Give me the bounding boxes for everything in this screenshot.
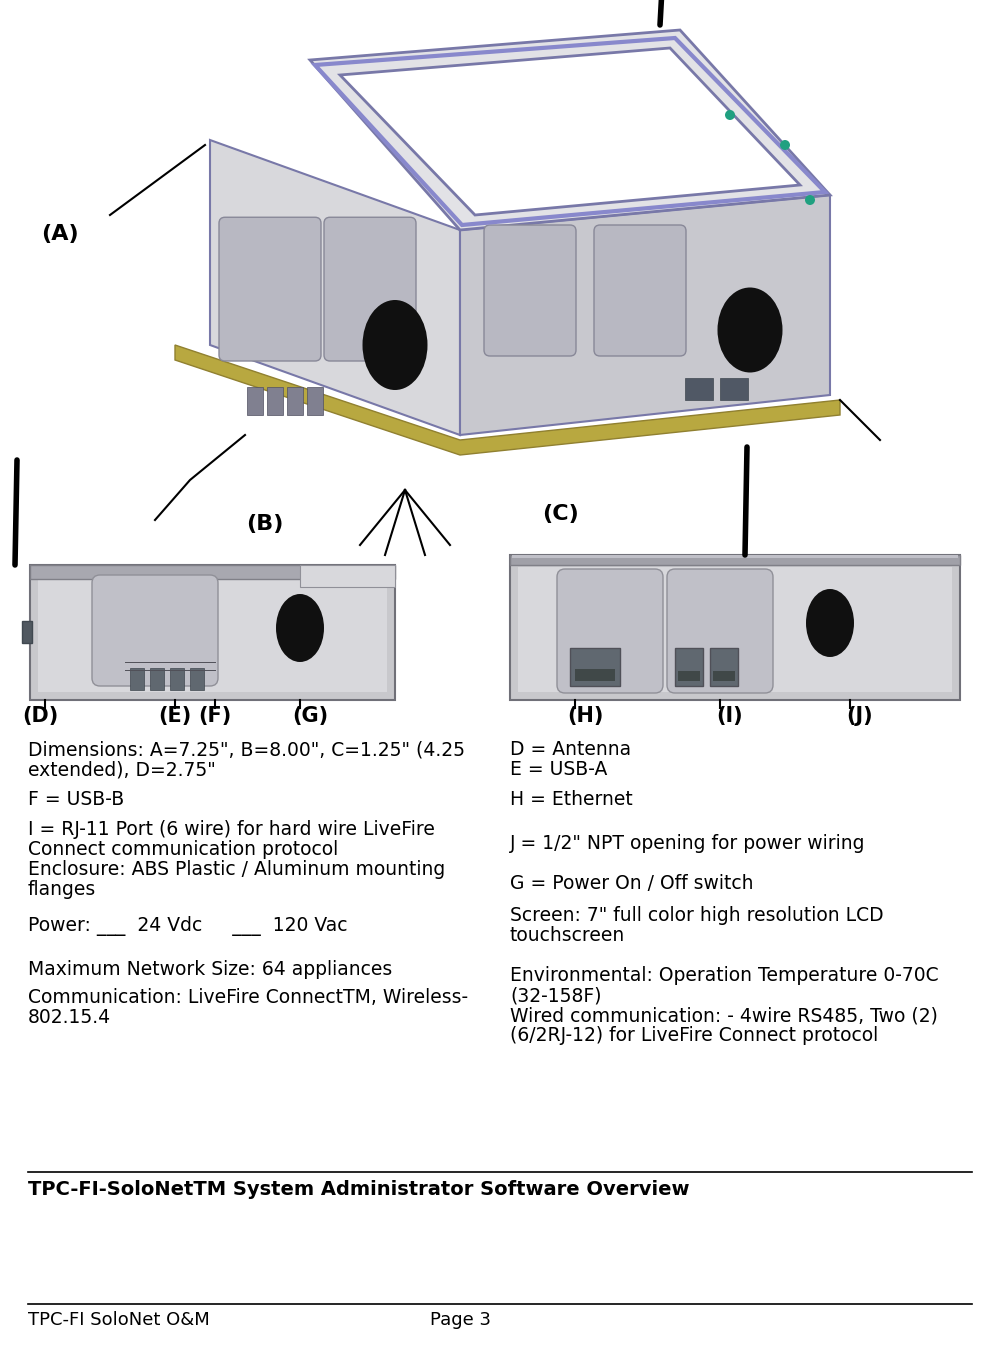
Text: D = Antenna: D = Antenna <box>510 741 631 758</box>
Text: J = 1/2" NPT opening for power wiring: J = 1/2" NPT opening for power wiring <box>510 833 866 852</box>
Text: (32-158F): (32-158F) <box>510 986 602 1005</box>
Bar <box>710 648 738 686</box>
Bar <box>570 648 620 686</box>
Text: Dimensions: A=7.25", B=8.00", C=1.25" (4.25: Dimensions: A=7.25", B=8.00", C=1.25" (4… <box>28 741 465 758</box>
Bar <box>38 576 387 692</box>
Bar <box>720 378 748 400</box>
FancyBboxPatch shape <box>219 217 321 361</box>
FancyBboxPatch shape <box>557 569 663 693</box>
Polygon shape <box>340 48 800 216</box>
Text: flanges: flanges <box>28 880 96 899</box>
Bar <box>518 567 952 692</box>
Text: Screen: 7" full color high resolution LCD: Screen: 7" full color high resolution LC… <box>510 906 884 925</box>
FancyBboxPatch shape <box>594 225 686 356</box>
Text: (E): (E) <box>158 707 192 726</box>
Polygon shape <box>175 345 840 456</box>
Circle shape <box>725 110 735 120</box>
Text: (J): (J) <box>847 707 873 726</box>
Ellipse shape <box>806 589 854 657</box>
FancyBboxPatch shape <box>324 217 416 361</box>
Bar <box>675 648 703 686</box>
Bar <box>510 555 960 565</box>
Bar <box>713 671 735 681</box>
Bar <box>267 387 283 415</box>
Bar <box>130 668 144 690</box>
Bar <box>22 621 32 642</box>
Text: (G): (G) <box>292 707 328 726</box>
FancyBboxPatch shape <box>667 569 773 693</box>
Text: Power: ___  24 Vdc     ___  120 Vac: Power: ___ 24 Vdc ___ 120 Vac <box>28 917 348 936</box>
Ellipse shape <box>276 593 324 662</box>
Bar <box>678 671 700 681</box>
Text: TPC-FI SoloNet O&M: TPC-FI SoloNet O&M <box>28 1311 210 1329</box>
Bar <box>247 387 263 415</box>
Text: (D): (D) <box>22 707 58 726</box>
Text: H = Ethernet: H = Ethernet <box>510 790 633 809</box>
Bar <box>190 668 204 690</box>
Circle shape <box>805 195 815 205</box>
Text: (H): (H) <box>567 707 603 726</box>
FancyBboxPatch shape <box>484 225 576 356</box>
Text: E = USB-A: E = USB-A <box>510 760 607 779</box>
Polygon shape <box>460 195 830 435</box>
Text: Maximum Network Size: 64 appliances: Maximum Network Size: 64 appliances <box>28 960 392 979</box>
Circle shape <box>780 140 790 150</box>
Bar <box>150 668 164 690</box>
Text: Wired communication: - 4wire RS485, Two (2): Wired communication: - 4wire RS485, Two … <box>510 1007 938 1024</box>
Text: (F): (F) <box>198 707 232 726</box>
Bar <box>30 565 395 700</box>
FancyBboxPatch shape <box>92 576 218 686</box>
Text: Enclosure: ABS Plastic / Aluminum mounting: Enclosure: ABS Plastic / Aluminum mounti… <box>28 859 445 878</box>
Text: touchscreen: touchscreen <box>510 926 625 945</box>
Text: Communication: LiveFire ConnectTM, Wireless-: Communication: LiveFire ConnectTM, Wirel… <box>28 988 468 1007</box>
Bar <box>170 668 184 690</box>
Ellipse shape <box>718 288 782 372</box>
Text: TPC-FI-SoloNetTM System Administrator Software Overview: TPC-FI-SoloNetTM System Administrator So… <box>28 1180 690 1199</box>
Bar <box>307 387 323 415</box>
Text: (A): (A) <box>41 224 79 244</box>
Text: (B): (B) <box>246 514 284 533</box>
Text: F = USB-B: F = USB-B <box>28 790 124 809</box>
Ellipse shape <box>362 300 428 390</box>
Bar <box>512 555 958 558</box>
Text: Environmental: Operation Temperature 0-70C: Environmental: Operation Temperature 0-7… <box>510 966 939 985</box>
Text: Connect communication protocol: Connect communication protocol <box>28 840 338 859</box>
Bar <box>575 668 615 681</box>
Bar <box>685 378 713 400</box>
Text: 802.15.4: 802.15.4 <box>28 1008 111 1027</box>
Text: I = RJ-11 Port (6 wire) for hard wire LiveFire: I = RJ-11 Port (6 wire) for hard wire Li… <box>28 820 435 839</box>
Polygon shape <box>210 140 460 435</box>
Bar <box>300 565 395 587</box>
Bar <box>30 565 395 578</box>
Text: (6/2RJ-12) for LiveFire Connect protocol: (6/2RJ-12) for LiveFire Connect protocol <box>510 1026 878 1045</box>
Text: (C): (C) <box>542 505 578 524</box>
Text: (I): (I) <box>717 707 743 726</box>
Bar <box>287 387 303 415</box>
Text: extended), D=2.75": extended), D=2.75" <box>28 760 216 779</box>
Bar <box>510 555 960 700</box>
Text: G = Power On / Off switch: G = Power On / Off switch <box>510 874 754 893</box>
Polygon shape <box>310 30 830 231</box>
Text: Page 3: Page 3 <box>430 1311 491 1329</box>
